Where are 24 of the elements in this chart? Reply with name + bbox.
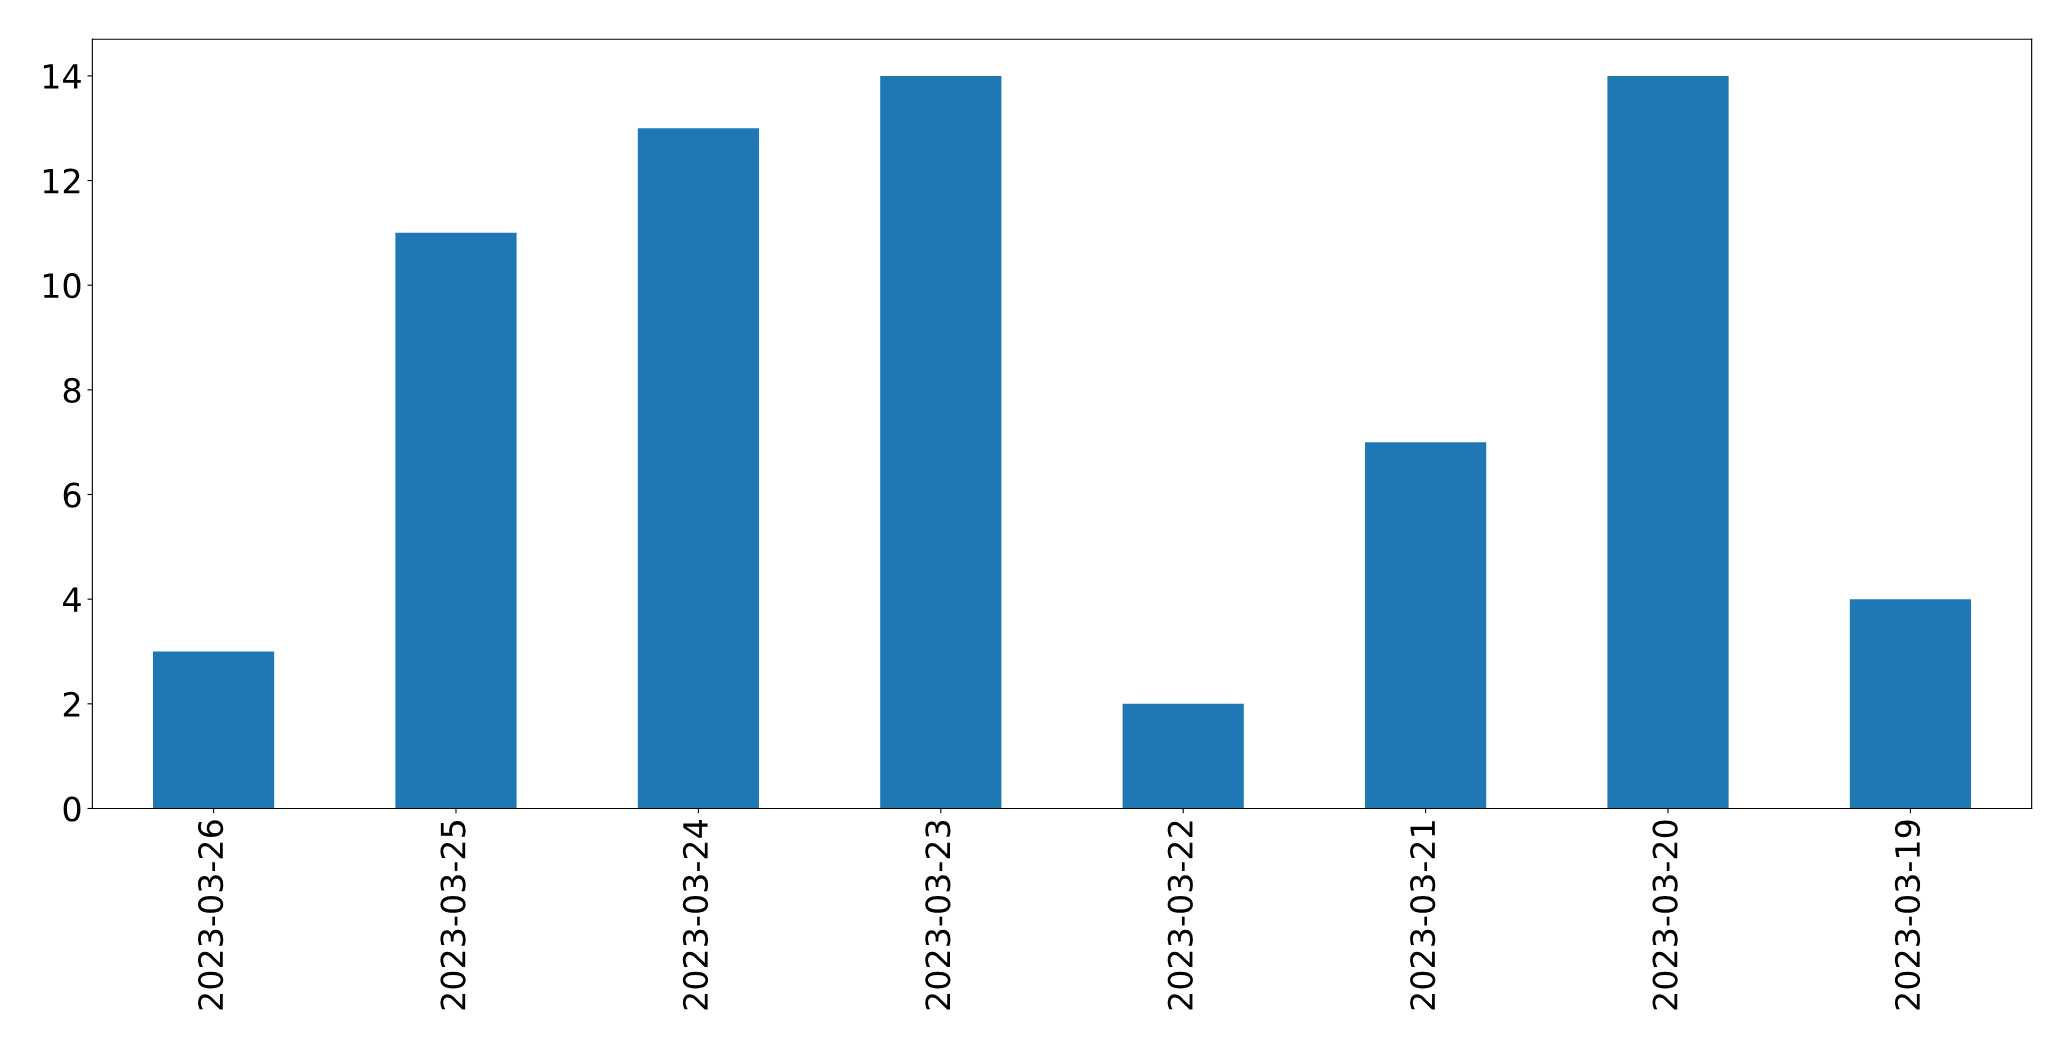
x-tick-label: 2023-03-21: [1410, 821, 1436, 1010]
y-tick-label: 10: [43, 273, 81, 299]
x-tick-label: 2023-03-26: [198, 820, 224, 1010]
x-tick-label: 2023-03-19: [1894, 820, 1921, 1010]
bar: [1365, 442, 1487, 809]
y-tick-label: 8: [63, 377, 81, 403]
y-tick-label: 4: [63, 587, 81, 612]
bar: [1122, 703, 1244, 809]
x-tick-label: 2023-03-23: [925, 820, 951, 1010]
x-tick-label: 2023-03-25: [440, 821, 466, 1010]
x-tick-label: 2023-03-22: [1167, 821, 1193, 1010]
bar: [637, 128, 759, 809]
bar: [152, 651, 275, 809]
y-tick-label: 0: [63, 796, 81, 822]
y-tick-label: 12: [43, 168, 80, 194]
x-tick-label: 2023-03-20: [1652, 820, 1678, 1010]
bar: [880, 75, 1002, 809]
bar: [1607, 75, 1729, 809]
bar: [395, 232, 517, 809]
bar: [1849, 599, 1972, 809]
y-tick-label: 2: [63, 691, 80, 717]
y-tick-label: 14: [43, 64, 81, 89]
x-tick-label: 2023-03-24: [682, 820, 709, 1010]
y-tick-label: 6: [63, 482, 81, 508]
